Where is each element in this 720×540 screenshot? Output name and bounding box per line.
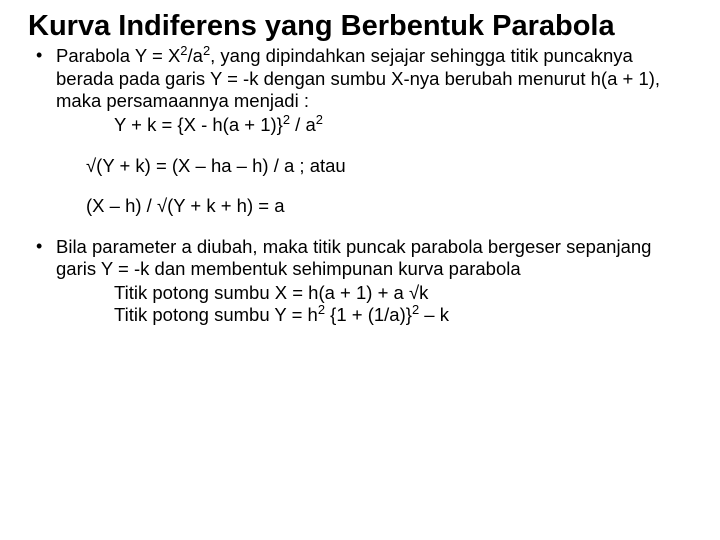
b2-text: Bila parameter a diubah, maka titik punc… bbox=[56, 236, 651, 280]
b2-sub2-b: {1 + (1/a)} bbox=[325, 304, 412, 325]
b2-sub2-c: – k bbox=[419, 304, 449, 325]
b1-eq-sup: 2 bbox=[283, 112, 290, 127]
b2-sub2-sup: 2 bbox=[318, 302, 325, 317]
bullet-2: Bila parameter a diubah, maka titik punc… bbox=[28, 236, 692, 327]
bullet-1: Parabola Y = X2/a2, yang dipindahkan sej… bbox=[28, 45, 692, 136]
b1-eq-a: Y + k = {X - h(a + 1)} bbox=[114, 114, 283, 135]
eq3: (X – h) / √(Y + k + h) = a bbox=[28, 195, 692, 218]
b1-text-b: /a bbox=[188, 45, 203, 66]
b1-sup1: 2 bbox=[180, 43, 187, 58]
b2-sub1: Titik potong sumbu X = h(a + 1) + a √k bbox=[56, 282, 692, 305]
b1-text: Parabola Y = X bbox=[56, 45, 180, 66]
b1-eq: Y + k = {X - h(a + 1)}2 / a2 bbox=[56, 114, 692, 137]
b2-sub2: Titik potong sumbu Y = h2 {1 + (1/a)}2 –… bbox=[56, 304, 692, 327]
content-list: Parabola Y = X2/a2, yang dipindahkan sej… bbox=[28, 45, 692, 136]
b1-eq-b: / a bbox=[290, 114, 316, 135]
b1-eq-sup2: 2 bbox=[316, 112, 323, 127]
eq2: √(Y + k) = (X – ha – h) / a ; atau bbox=[28, 155, 692, 178]
slide-title: Kurva Indiferens yang Berbentuk Parabola bbox=[28, 10, 692, 43]
content-list-2: Bila parameter a diubah, maka titik punc… bbox=[28, 236, 692, 327]
b2-sub2-a: Titik potong sumbu Y = h bbox=[114, 304, 318, 325]
